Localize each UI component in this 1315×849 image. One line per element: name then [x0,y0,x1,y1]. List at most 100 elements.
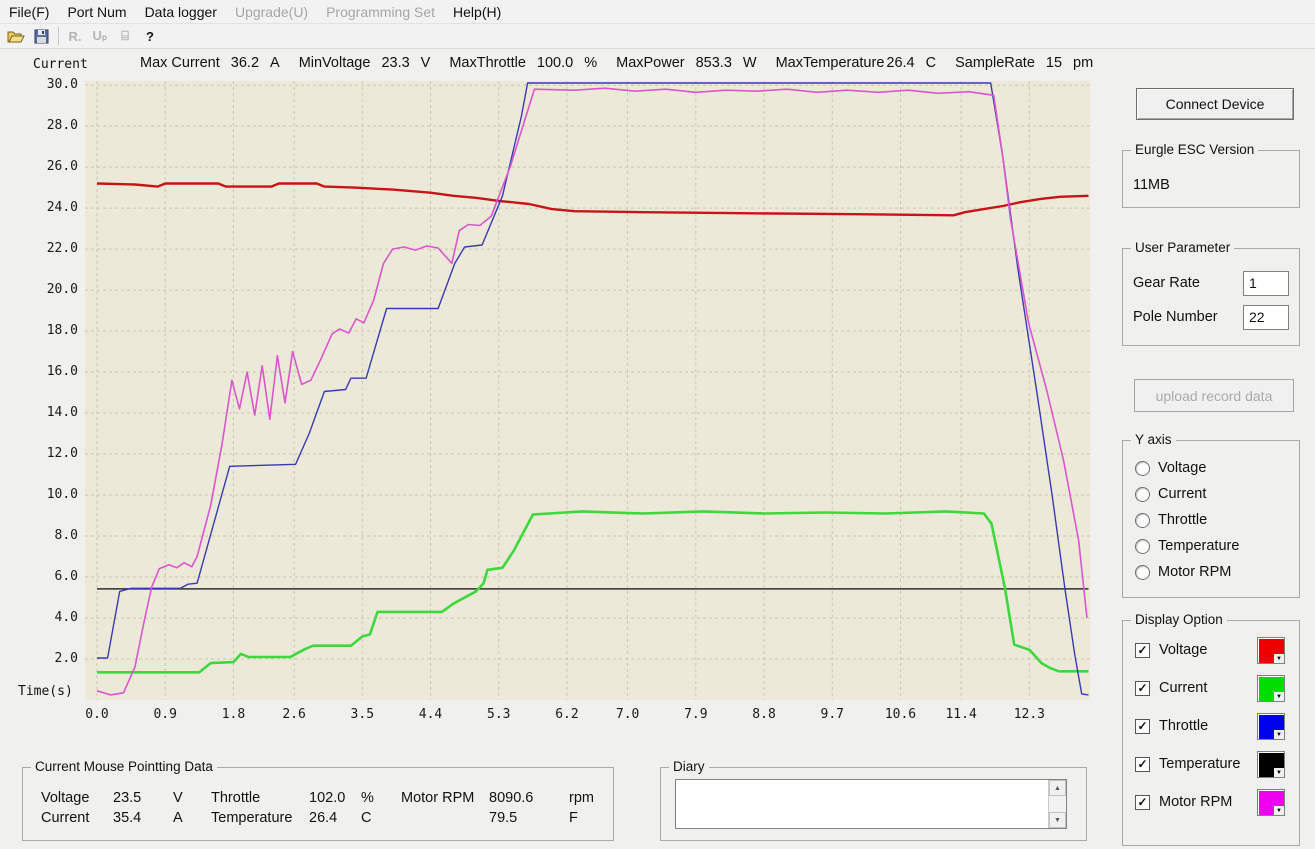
menu-item-help-h[interactable]: Help(H) [453,3,502,20]
checkbox-icon[interactable]: ✓ [1135,756,1150,772]
color-swatch-voltage[interactable]: ▼ [1257,637,1285,664]
upload-icon[interactable]: Uₚ [92,28,108,43]
series-line-voltage [96,182,1089,217]
diary-group: Diary ▲ ▼ [660,759,1087,841]
swatch-dropdown-icon[interactable]: ▼ [1274,806,1284,815]
stat-value: 853.3 [695,55,732,71]
checkbox-row-motor-rpm[interactable]: ✓ Motor RPM [1135,793,1232,811]
diary-scrollbar[interactable]: ▲ ▼ [1048,780,1066,828]
stat-label: MaxThrottle [449,55,526,71]
stat-unit: W [742,55,757,71]
stat-minvoltage: MinVoltage 23.3 V [299,55,431,71]
mouse-data-cell: 102.0 [309,790,346,806]
checkbox-label: Throttle [1159,718,1209,734]
color-swatch-throttle[interactable]: ▼ [1257,713,1285,740]
radio-row-current[interactable]: Current [1135,485,1206,503]
mouse-data-cell: rpm [569,790,594,806]
y-tick-label: 26.0 [46,159,78,175]
stat-value: 23.3 [381,55,410,71]
radio-icon[interactable] [1135,512,1150,528]
help-icon[interactable]: ? [146,28,154,44]
color-swatch-motor-rpm[interactable]: ▼ [1257,789,1285,816]
y-axis-group: Y axis Voltage Current Throttle Temperature… [1122,432,1300,598]
series-line-current [97,510,1089,674]
stat-label: Max Current [140,55,220,71]
menu-item-upgrade-u[interactable]: Upgrade(U) [234,3,309,20]
y-axis-group-title: Y axis [1131,432,1176,447]
color-swatch-current[interactable]: ▼ [1257,675,1285,702]
connect-device-button[interactable]: Connect Device [1136,88,1294,120]
mouse-data-cell: 79.5 [489,810,518,826]
checkbox-row-current[interactable]: ✓ Current [1135,679,1207,697]
stat-unit: A [270,55,280,71]
checkbox-label: Current [1159,680,1208,696]
checkbox-icon[interactable]: ✓ [1135,718,1150,734]
radio-row-motor-rpm[interactable]: Motor RPM [1135,563,1231,581]
stat-max-current: Max Current 36.2 A [140,55,280,71]
program-icon[interactable]: ⌸ [121,28,129,43]
y-tick-label: 8.0 [54,528,78,544]
scroll-up-icon[interactable]: ▲ [1049,780,1066,796]
stats-row: Current Max Current 36.2 A MinVoltage 23.3 V M… [0,55,1100,75]
checkbox-row-throttle[interactable]: ✓ Throttle [1135,717,1208,735]
radio-label: Current [1158,486,1207,502]
toolbar-separator [58,27,59,45]
mouse-data-grid: Voltage 23.5 V Throttle 102.0% Motor RPM 8090.… [41,790,619,826]
stat-unit: % [584,55,598,71]
swatch-dropdown-icon[interactable]: ▼ [1274,692,1284,701]
series-line-throttle [97,82,1089,696]
mouse-data-cell: F [569,810,578,826]
swatch-dropdown-icon[interactable]: ▼ [1274,654,1284,663]
open-file-icon[interactable] [4,26,28,47]
checkbox-row-temperature[interactable]: ✓ Temperature [1135,755,1240,773]
swatch-dropdown-icon[interactable]: ▼ [1274,768,1284,777]
menu-item-file-f[interactable]: File(F) [9,3,50,20]
radio-label: Voltage [1158,460,1207,476]
y-tick-label: 4.0 [54,610,78,625]
stats-items: Max Current 36.2 A MinVoltage 23.3 V MaxThrott… [140,55,1112,71]
input-pole-number[interactable]: 22 [1243,305,1289,330]
stat-label: MinVoltage [298,55,371,71]
scroll-down-icon[interactable]: ▼ [1049,812,1066,828]
radio-icon[interactable] [1135,538,1150,554]
menu-item-data-logger[interactable]: Data logger [144,3,217,20]
y-tick-label: 10.0 [46,487,78,503]
swatch-dropdown-icon[interactable]: ▼ [1274,730,1284,739]
mouse-data-cell: V [173,790,183,806]
y-tick-label: 16.0 [46,364,78,380]
color-swatch-temperature[interactable]: ▼ [1257,751,1285,778]
stat-unit: V [420,55,431,71]
y-tick-label: 24.0 [46,200,78,216]
mouse-data-cell: 35.4 [113,810,142,826]
record-icon[interactable]: R. [68,28,82,44]
chart-plot[interactable] [85,81,1090,700]
radio-row-temperature[interactable]: Temperature [1135,537,1239,555]
checkbox-row-voltage[interactable]: ✓ Voltage [1135,641,1207,659]
x-tick-label: 4.4 [418,707,443,722]
menu-item-programming-set[interactable]: Programming Set [326,3,436,20]
y-tick-label: 12.0 [46,446,78,462]
esc-version-group: Eurgle ESC Version 11MB [1122,142,1300,208]
field-label-pole-number: Pole Number [1133,309,1218,325]
display-option-title: Display Option [1131,612,1227,627]
radio-icon[interactable] [1135,486,1150,502]
y-axis-series-label: Current [33,57,88,72]
menu-item-port-num[interactable]: Port Num [67,3,127,20]
stat-maxpower: MaxPower 853.3 W [616,55,756,71]
checkbox-icon[interactable]: ✓ [1135,680,1150,696]
checkbox-icon[interactable]: ✓ [1135,642,1150,658]
radio-row-throttle[interactable]: Throttle [1135,511,1207,529]
diary-textarea[interactable]: ▲ ▼ [675,779,1067,829]
x-axis-title: Time(s) [18,684,73,699]
radio-icon[interactable] [1135,460,1150,476]
checkbox-icon[interactable]: ✓ [1135,794,1150,810]
y-tick-label: 18.0 [46,323,78,339]
save-icon[interactable] [29,26,53,47]
input-gear-rate[interactable]: 1 [1243,271,1289,296]
radio-row-voltage[interactable]: Voltage [1135,459,1206,477]
mouse-data-cell: Motor RPM [401,790,475,806]
upload-record-data-button[interactable]: upload record data [1134,379,1294,412]
y-tick-label: 22.0 [46,241,78,257]
radio-icon[interactable] [1135,564,1150,580]
stat-label: MaxTemperature [775,55,885,71]
